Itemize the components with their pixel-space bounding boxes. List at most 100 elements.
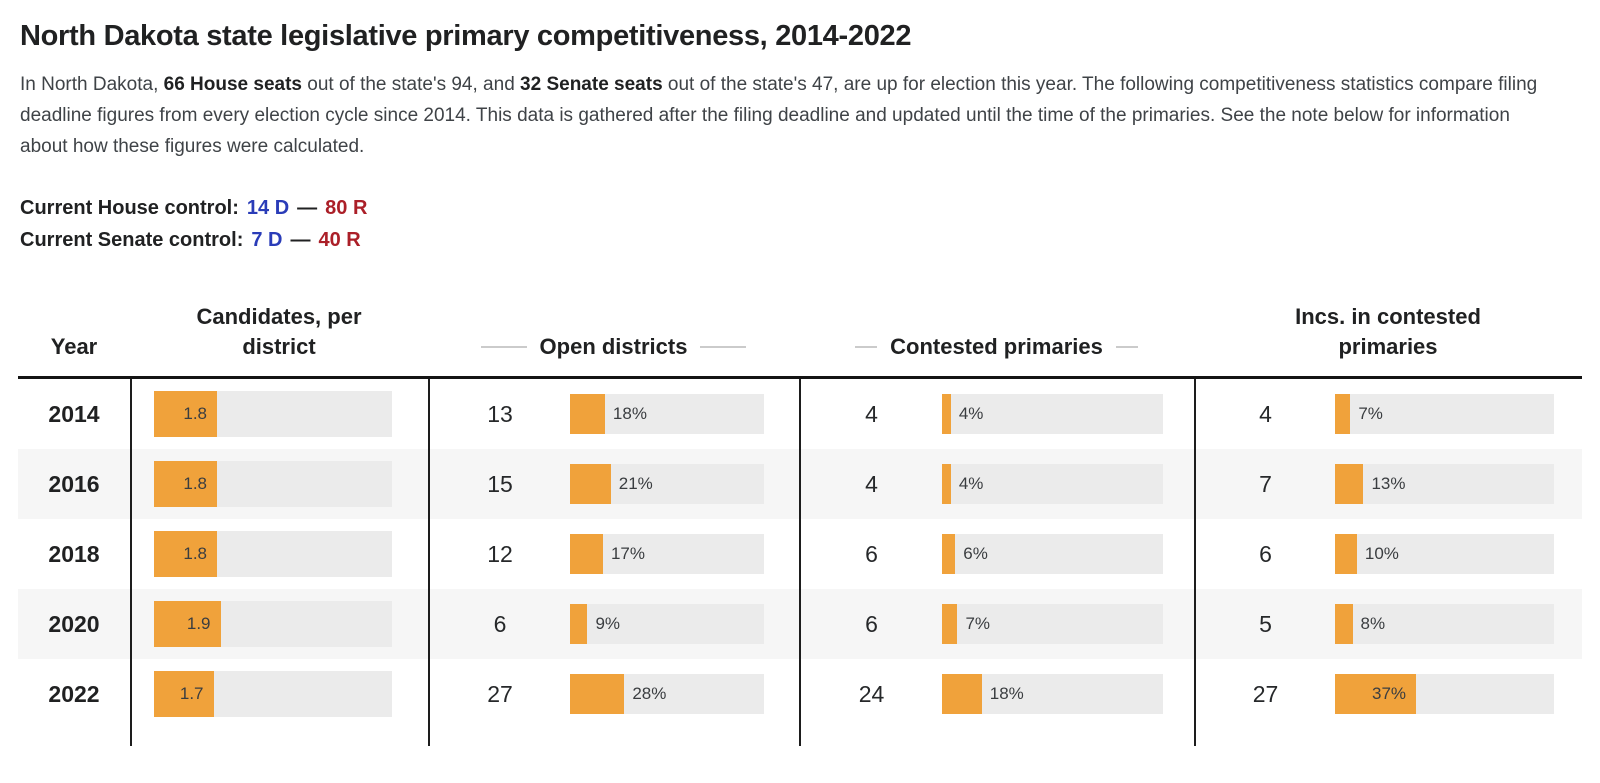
year-cell: 2022: [48, 680, 100, 707]
table-row-2020: 2020 1.9 6 9% 6 7% 5 8%: [18, 589, 1582, 659]
header-incs-contested: Incs. in contested primaries: [1295, 304, 1481, 359]
contested-primaries-cell: 4 4%: [799, 379, 1194, 449]
bar-value-label: 1.9: [186, 614, 211, 633]
bar-value-label: 8%: [1360, 614, 1386, 633]
house-seats-bold: 66 House seats: [163, 74, 302, 95]
bar-fill: [154, 601, 221, 647]
house-dem-count: 14 D: [246, 197, 290, 219]
header-year: Year: [50, 334, 98, 359]
footer-cell: [428, 729, 799, 746]
open-districts-cell: 13 18%: [428, 379, 799, 449]
house-control-label: Current House control:: [20, 197, 239, 219]
bar-track: 18%: [570, 394, 764, 434]
bar-fill: [570, 534, 603, 574]
header-contested-primaries: Contested primaries: [799, 302, 1194, 362]
bar-track: 7%: [1335, 394, 1554, 434]
count-value: 7: [1259, 470, 1272, 497]
footer-cell: [130, 729, 428, 746]
bar-track: 1.7: [154, 671, 392, 717]
table-row-2014: 2014 1.8 13 18% 4 4% 4 7%: [18, 379, 1582, 449]
bar-value-label: 9%: [595, 614, 621, 633]
bar-fill: [1335, 604, 1353, 644]
bar-value-label: 17%: [610, 544, 645, 563]
count-value: 5: [1259, 610, 1272, 637]
bar-track: 10%: [1335, 534, 1554, 574]
count-value: 27: [1252, 680, 1279, 707]
bar-fill: [1335, 674, 1416, 714]
bar-fill: [942, 604, 957, 644]
bar-value-label: 1.8: [183, 404, 207, 423]
bar-track: 4%: [942, 464, 1163, 504]
competitiveness-table: Year Candidates, per district Open distr…: [18, 302, 1582, 746]
bar-track: 4%: [942, 394, 1163, 434]
header-rule-left: [855, 346, 878, 348]
contested-primaries-cell: 6 6%: [799, 519, 1194, 589]
footer-cell: [799, 729, 1194, 746]
bar-track: 8%: [1335, 604, 1554, 644]
em-dash: —: [290, 229, 311, 251]
bar-fill: [942, 674, 982, 714]
year-cell: 2020: [48, 610, 100, 637]
bar-value-label: 18%: [612, 404, 647, 423]
bar-fill: [1335, 394, 1350, 434]
year-cell: 2016: [48, 470, 100, 497]
count-value: 6: [865, 610, 878, 637]
count-value: 4: [865, 400, 878, 427]
header-rule-right: [1115, 346, 1138, 348]
senate-control-label: Current Senate control:: [20, 229, 244, 251]
bar-value-label: 7%: [1358, 404, 1383, 423]
header-rule-left: [480, 346, 527, 348]
senate-dem-count: 7 D: [251, 229, 283, 251]
bar-fill: [570, 674, 624, 714]
count-value: 6: [493, 610, 507, 637]
open-districts-cell: 12 17%: [428, 519, 799, 589]
footer-cell: [1194, 729, 1582, 746]
bar-value-label: 1.7: [179, 684, 204, 703]
open-districts-cell: 6 9%: [428, 589, 799, 659]
bar-track: 1.8: [154, 391, 392, 437]
contested-primaries-cell: 24 18%: [799, 659, 1194, 729]
bar-fill: [942, 464, 951, 504]
table-footer-rules: [18, 729, 1582, 746]
bar-value-label: 28%: [632, 684, 667, 703]
bar-track: 18%: [942, 674, 1163, 714]
bar-track: 21%: [570, 464, 764, 504]
bar-track: 1.9: [154, 601, 392, 647]
table-row-2018: 2018 1.8 12 17% 6 6% 6 10%: [18, 519, 1582, 589]
bar-fill: [154, 671, 214, 717]
open-districts-cell: 27 28%: [428, 659, 799, 729]
bar-value-label: 6%: [963, 544, 988, 563]
count-value: 4: [865, 470, 878, 497]
incs-in-contested-cell: 6 10%: [1194, 519, 1582, 589]
count-value: 27: [487, 680, 513, 707]
candidates-per-district-cell: 1.9: [130, 589, 428, 659]
bar-fill: [942, 394, 951, 434]
bar-value-label: 1.8: [183, 544, 207, 563]
bar-fill: [154, 461, 217, 507]
count-value: 13: [487, 400, 513, 427]
header-rule-right: [700, 346, 747, 348]
bar-track: 1.8: [154, 461, 392, 507]
count-value: 24: [858, 680, 885, 707]
bar-value-label: 4%: [958, 404, 984, 423]
candidates-per-district-cell: 1.8: [130, 449, 428, 519]
bar-track: 13%: [1335, 464, 1554, 504]
bar-track: 37%: [1335, 674, 1554, 714]
incs-in-contested-cell: 4 7%: [1194, 379, 1582, 449]
bar-track: 1.8: [154, 531, 392, 577]
bar-track: 6%: [942, 534, 1163, 574]
intro-paragraph: In North Dakota, 66 House seats out of t…: [20, 69, 1550, 162]
bar-fill: [1335, 534, 1357, 574]
bar-track: 17%: [570, 534, 764, 574]
senate-control-line: Current Senate control: 7 D — 40 R: [20, 224, 1582, 256]
table-row-2016: 2016 1.8 15 21% 4 4% 7 13%: [18, 449, 1582, 519]
bar-value-label: 1.8: [183, 474, 207, 493]
count-value: 4: [1259, 400, 1272, 427]
senate-rep-count: 40 R: [318, 229, 361, 251]
em-dash: —: [297, 197, 318, 219]
bar-fill: [1335, 464, 1363, 504]
bar-value-label: 7%: [965, 614, 991, 633]
bar-fill: [154, 531, 217, 577]
candidates-per-district-cell: 1.7: [130, 659, 428, 729]
count-value: 12: [487, 540, 513, 567]
